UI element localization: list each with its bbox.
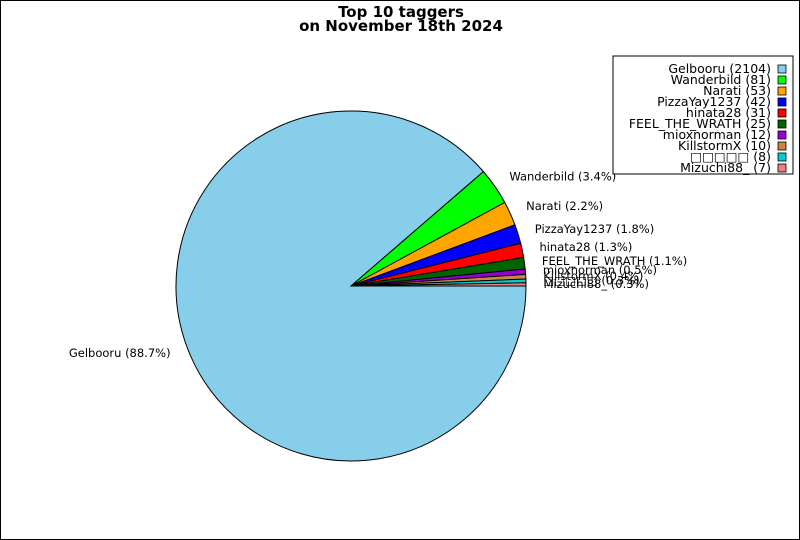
- legend-label-8: □□□□□ (8): [690, 149, 771, 164]
- legend-swatch-0: [777, 64, 787, 74]
- legend-label-2: Narati (53): [703, 83, 771, 98]
- pie-slice-label-0: Gelbooru (88.7%): [69, 346, 171, 360]
- legend-swatch-5: [777, 119, 787, 129]
- pie-slice-label-3: PizzaYay1237 (1.8%): [535, 222, 654, 236]
- legend-box: [612, 55, 794, 175]
- legend-label-1: Wanderbild (81): [671, 72, 771, 87]
- legend-label-4: hinata28 (31): [686, 105, 771, 120]
- pie-slice-9: [350, 282, 527, 287]
- chart-title: Top 10 taggers: [338, 3, 464, 21]
- legend-swatch-2: [777, 86, 787, 96]
- legend-swatch-9: [777, 163, 787, 173]
- legend-swatch-4: [777, 108, 787, 118]
- legend-swatch-3: [777, 97, 787, 107]
- pie-slice-label-9: Mizuchi88_ (0.3%): [543, 277, 648, 291]
- pie-slice-labels: Gelbooru (88.7%) Wanderbild (3.4%) Narati …: [69, 170, 687, 361]
- legend-swatch-1: [777, 75, 787, 85]
- pie-slice-label-7: KillstormX (0.4%): [543, 269, 643, 283]
- chart-subtitle: on November 18th 2024: [299, 17, 503, 35]
- legend-label-7: KillstormX (10): [678, 138, 771, 153]
- legend-label-0: Gelbooru (2104): [668, 61, 771, 76]
- pie-slice-label-6: mioxnorman (0.5%): [543, 263, 657, 277]
- pie-slice-label-4: hinata28 (1.3%): [539, 240, 632, 254]
- pie-slice-label-2: Narati (2.2%): [526, 199, 603, 213]
- legend-label-3: PizzaYay1237 (42): [657, 94, 771, 109]
- pie-slice-label-1: Wanderbild (3.4%): [509, 170, 616, 184]
- legend-label-9: Mizuchi88_ (7): [680, 160, 771, 175]
- legend-label-5: FEEL_THE_WRATH (25): [629, 116, 771, 131]
- legend: Gelbooru (2104)Wanderbild (81)Narati (53…: [612, 55, 794, 175]
- legend-swatch-7: [777, 141, 787, 151]
- pie-slice-label-5: FEEL_THE_WRATH (1.1%): [542, 254, 687, 268]
- pie-slices: [175, 110, 527, 462]
- legend-label-6: mioxnorman (12): [663, 127, 771, 142]
- legend-swatch-6: [777, 130, 787, 140]
- legend-swatch-8: [777, 152, 787, 162]
- pie-slice-label-8: □□□□□ (0.3%): [543, 273, 639, 287]
